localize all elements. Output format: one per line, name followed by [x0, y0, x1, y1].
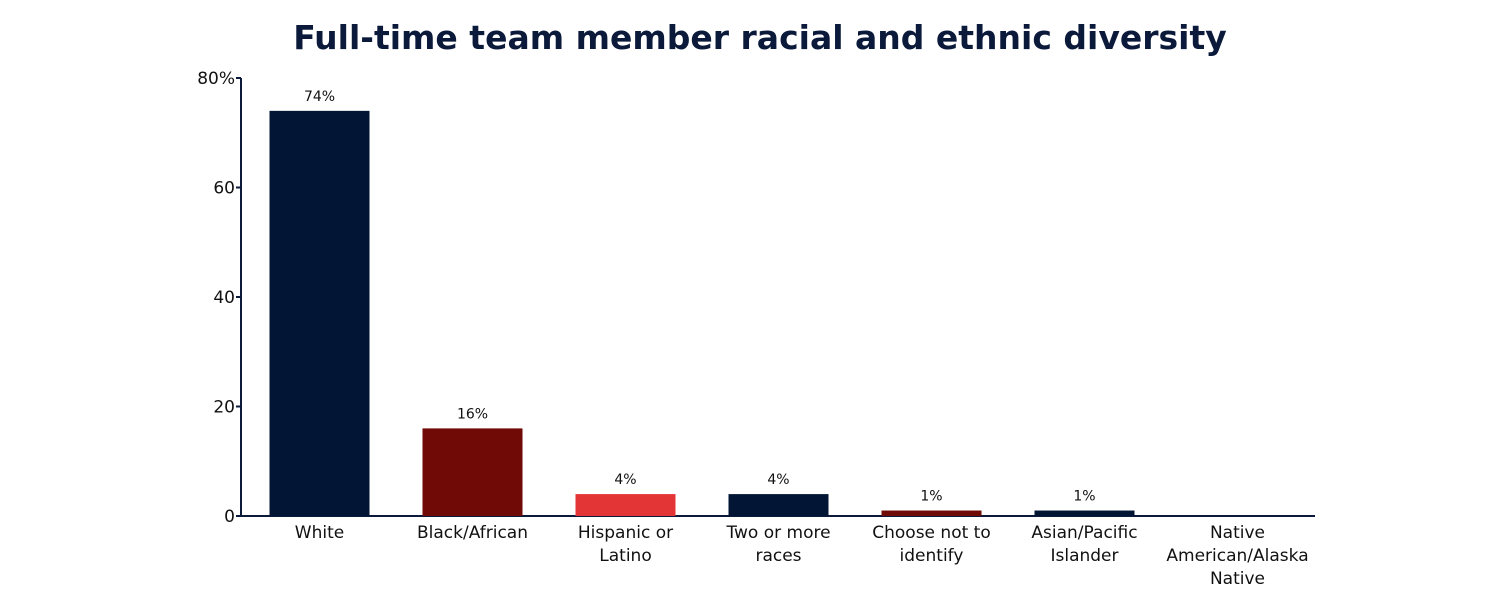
data-label: 4%: [767, 472, 789, 488]
data-label: 74%: [304, 89, 335, 105]
y-tick-label: 40: [213, 288, 235, 308]
bar: [422, 428, 523, 516]
bar: [881, 510, 982, 516]
chart-title: Full-time team member racial and ethnic …: [293, 18, 1226, 57]
y-tick-label: 0: [224, 507, 235, 527]
x-tick-label: Hispanic or Latino: [578, 523, 673, 566]
y-tick-label: 60: [213, 179, 235, 199]
x-tick-label: Two or more races: [725, 523, 830, 566]
bars: [269, 110, 1135, 516]
bar: [728, 494, 829, 516]
data-label: 1%: [1073, 489, 1095, 505]
data-label: 16%: [457, 406, 488, 422]
data-label: 1%: [920, 489, 942, 505]
category-labels: White Black/African Hispanic or Latino Two o…: [295, 523, 1309, 589]
data-label: 4%: [614, 472, 636, 488]
y-tick-label: 20: [213, 398, 235, 418]
x-tick-label: White: [295, 523, 344, 543]
x-tick-label: Black/African: [417, 523, 528, 543]
x-tick-label: Native American/Alaska Native: [1166, 523, 1308, 589]
bar: [575, 494, 676, 516]
bar: [1034, 510, 1135, 516]
y-tick-label: 80%: [197, 69, 235, 89]
data-labels: 74% 16% 4% 4% 1% 1%: [304, 89, 1096, 505]
x-tick-label: Asian/Pacific Islander: [1031, 523, 1137, 566]
y-axis: 0 20 40 60 80%: [197, 69, 242, 527]
x-tick-label: Choose not to identify: [872, 523, 990, 566]
bar: [269, 110, 370, 516]
